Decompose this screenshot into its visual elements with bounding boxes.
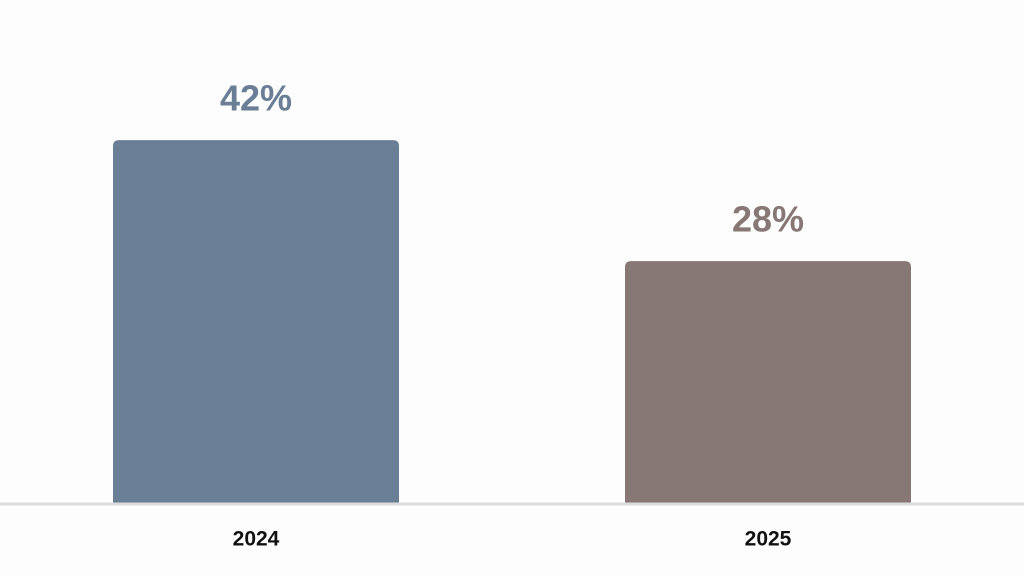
value-label: 42%: [220, 78, 292, 119]
bar: [113, 140, 399, 503]
x-tick-label: 2024: [233, 528, 280, 551]
bar: [625, 261, 911, 503]
value-label: 28%: [732, 199, 804, 240]
x-tick-label: 2025: [745, 528, 792, 551]
